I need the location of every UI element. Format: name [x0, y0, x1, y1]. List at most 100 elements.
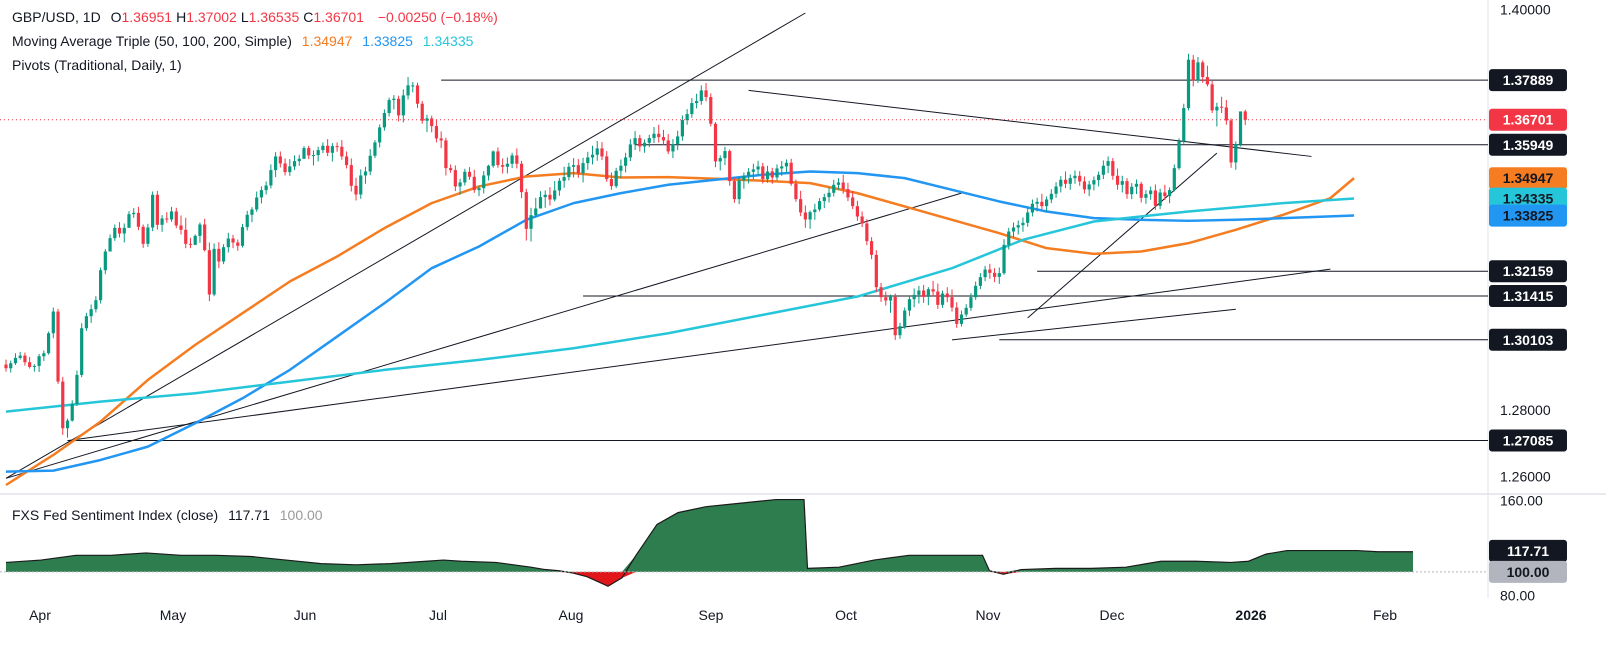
- candle-body: [1144, 194, 1148, 198]
- candle: [344, 151, 349, 169]
- candle-body: [567, 166, 571, 178]
- candle: [1134, 179, 1139, 195]
- candle: [1220, 96, 1224, 114]
- candle-body: [56, 311, 60, 382]
- candle: [1106, 156, 1110, 174]
- candle: [803, 205, 807, 228]
- candle: [387, 97, 391, 117]
- candle: [784, 159, 789, 174]
- candle-body: [515, 155, 519, 164]
- candle: [184, 217, 188, 249]
- candle: [903, 307, 907, 329]
- candle-body: [950, 297, 954, 308]
- candle-body: [765, 171, 770, 180]
- candle: [255, 191, 259, 212]
- candle-body: [780, 166, 784, 169]
- candle-body: [661, 137, 666, 141]
- candle: [84, 312, 89, 331]
- candle: [65, 418, 70, 438]
- candle-body: [827, 192, 831, 198]
- candle: [827, 187, 831, 203]
- candle: [832, 179, 836, 197]
- candle-body: [761, 166, 765, 180]
- candle-body: [491, 151, 495, 166]
- candle: [676, 130, 680, 151]
- candle: [1011, 222, 1016, 238]
- candle-body: [463, 171, 467, 183]
- candle-body: [269, 170, 273, 186]
- candle: [959, 310, 964, 327]
- candle-body: [1115, 175, 1120, 185]
- candle-body: [1243, 111, 1247, 120]
- candle: [1115, 168, 1120, 190]
- candle: [775, 164, 779, 181]
- candle-body: [581, 163, 585, 174]
- candle: [297, 154, 301, 166]
- candle-body: [586, 157, 590, 164]
- candle-body: [988, 269, 992, 273]
- pivot-tag-bg: [1489, 429, 1567, 452]
- candle: [997, 267, 1001, 284]
- candle-body: [699, 90, 703, 102]
- time-tick-label: 2026: [1235, 607, 1266, 623]
- candle: [690, 98, 694, 118]
- candle: [1205, 65, 1210, 87]
- candle: [992, 268, 997, 283]
- candle-body: [392, 98, 396, 101]
- candle-body: [505, 163, 509, 167]
- candle-body: [519, 163, 524, 193]
- candle: [363, 166, 368, 184]
- candle: [1059, 176, 1063, 193]
- candle-body: [316, 150, 320, 156]
- candle: [1097, 171, 1101, 187]
- candle-body: [1229, 120, 1233, 163]
- candle: [936, 283, 940, 309]
- candle-body: [274, 156, 278, 171]
- candle-body: [472, 176, 476, 191]
- candle-body: [1163, 192, 1167, 197]
- time-tick-label: Aug: [559, 607, 584, 623]
- candle: [269, 164, 273, 189]
- candle-body: [80, 328, 84, 375]
- candle-body: [557, 180, 562, 191]
- candle-body: [188, 243, 193, 245]
- candle: [1082, 176, 1087, 194]
- candle-body: [1201, 62, 1205, 78]
- candle-body: [1059, 179, 1063, 187]
- trendlines: [5, 12, 1331, 479]
- candle-body: [354, 185, 358, 195]
- candle: [321, 142, 325, 154]
- legend-ma: Moving Average Triple (50, 100, 200, Sim…: [12, 33, 479, 49]
- candle-body: [449, 168, 453, 171]
- candle: [477, 185, 481, 197]
- candle-body: [969, 297, 973, 308]
- candle-body: [855, 206, 859, 217]
- candle: [326, 139, 330, 157]
- candle: [1215, 102, 1219, 127]
- candle: [368, 149, 372, 176]
- candle-body: [1220, 106, 1224, 108]
- candle-body: [264, 185, 268, 191]
- candle-body: [396, 98, 401, 116]
- candle-body: [860, 216, 864, 224]
- candle: [23, 352, 27, 366]
- candle-body: [1120, 181, 1124, 185]
- candle: [1177, 138, 1181, 170]
- ma200-tag-bg: [1489, 187, 1567, 210]
- candle-body: [326, 145, 330, 153]
- candle-body: [879, 287, 883, 298]
- candle: [13, 353, 18, 365]
- candle: [548, 187, 552, 206]
- candle-body: [647, 138, 651, 143]
- candle: [1007, 227, 1011, 250]
- candle: [340, 140, 344, 160]
- candle: [1196, 57, 1200, 84]
- candle-body: [813, 209, 817, 213]
- candle-body: [283, 163, 287, 173]
- candle: [198, 222, 202, 243]
- candle: [9, 360, 13, 373]
- candle: [917, 285, 921, 304]
- candle-body: [1238, 111, 1243, 145]
- candle-body: [203, 224, 207, 251]
